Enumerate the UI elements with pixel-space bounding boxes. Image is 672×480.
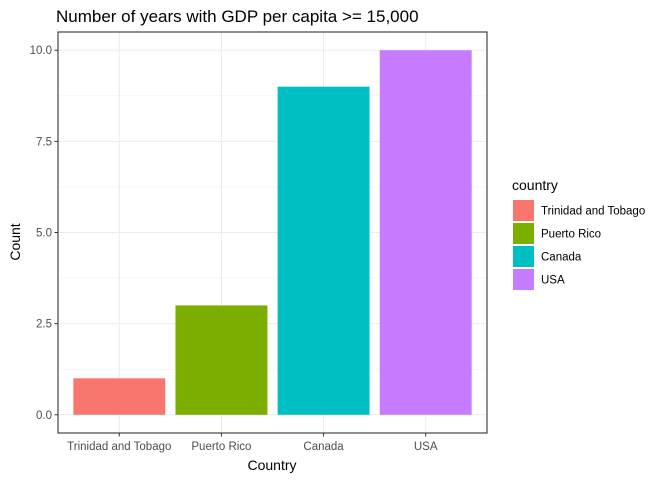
x-tick-label: Puerto Rico: [191, 441, 251, 453]
bar: [73, 378, 166, 415]
y-tick-label: 5.0: [36, 228, 52, 240]
bar: [175, 305, 268, 415]
legend-label: USA: [541, 275, 565, 287]
y-tick-label: 10.0: [30, 45, 52, 57]
y-tick-label: 0.0: [36, 410, 52, 422]
legend-title: country: [512, 177, 558, 193]
legend-swatch: [513, 269, 534, 290]
y-tick-label: 7.5: [36, 136, 52, 148]
legend-swatch: [513, 200, 534, 221]
plot-area: 0.0 2.5 5.0 7.5 10.0 Trinidad and Tobago Puert…: [30, 31, 488, 453]
x-tick-label: Trinidad and Tobago: [67, 441, 171, 453]
x-axis-title: Country: [247, 457, 296, 473]
y-axis-title: Count: [7, 223, 23, 260]
bar: [277, 86, 370, 415]
legend: Trinidad and Tobago Puerto Rico Canada USA: [512, 199, 645, 291]
legend-label: Canada: [541, 252, 582, 264]
legend-swatch: [513, 223, 534, 244]
legend-label: Trinidad and Tobago: [541, 206, 645, 218]
chart-title: Number of years with GDP per capita >= 1…: [56, 7, 419, 26]
x-tick-label: Canada: [303, 441, 344, 453]
legend-swatch: [513, 246, 534, 267]
bar: [379, 50, 472, 415]
x-tick-label: USA: [414, 441, 438, 453]
y-tick-label: 2.5: [36, 319, 52, 331]
legend-label: Puerto Rico: [541, 229, 601, 241]
